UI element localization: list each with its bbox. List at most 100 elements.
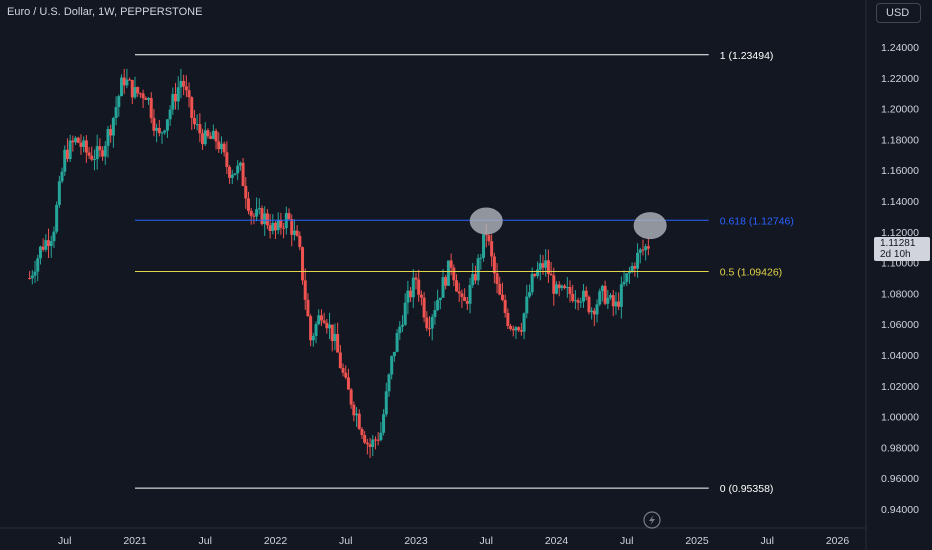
candle-body [279, 219, 283, 228]
candle-body [214, 130, 218, 142]
candle-body [49, 241, 53, 247]
candle-body [133, 87, 137, 98]
candle-body [598, 291, 602, 305]
candle-body [55, 204, 59, 232]
candle-body [252, 215, 256, 217]
last-price-tag: 1.11281 2d 10h [874, 237, 930, 261]
candle-body [476, 258, 480, 281]
candle-body [155, 127, 159, 131]
candle-body [595, 304, 599, 315]
candle-body [230, 174, 234, 178]
fib-retracement[interactable]: 1 (1.23494) 0.618 (1.12746) 0.5 (1.09426) 0… [135, 50, 794, 495]
candle-body [71, 140, 75, 143]
candle-body [400, 324, 404, 327]
candle-body [109, 129, 113, 136]
fib-level-label: 0 (0.95358) [720, 483, 774, 495]
candle-body [98, 146, 102, 151]
candle-body [144, 98, 148, 100]
candle-body [238, 162, 242, 166]
candle-body [101, 150, 105, 157]
candle-body [582, 290, 586, 302]
candle-body [106, 129, 110, 146]
candle-body [522, 313, 526, 332]
price-tick-label: 1.16000 [881, 165, 919, 177]
candle-body [609, 295, 613, 298]
candle-body [627, 271, 631, 274]
candle-body [344, 372, 348, 378]
candle-body [74, 137, 78, 143]
candle-body [382, 414, 386, 433]
candle-body [519, 330, 523, 332]
candle-body [487, 235, 491, 242]
candle-body [433, 310, 437, 318]
candle-body [371, 439, 375, 447]
bar-countdown: 2d 10h [880, 249, 911, 260]
candle-body [568, 287, 572, 294]
candle-body [130, 79, 134, 98]
candle-body [90, 155, 94, 160]
candle-body [41, 246, 45, 250]
candle-body [217, 141, 221, 150]
candle-body [201, 133, 205, 145]
candle-body [446, 260, 450, 286]
candle-body [84, 140, 88, 153]
candle-body [198, 124, 202, 134]
candle-body [468, 285, 472, 304]
candle-body [76, 137, 80, 143]
candle-body [274, 222, 277, 231]
candle-body [417, 279, 421, 295]
candle-body [387, 374, 391, 392]
price-tick-label: 1.00000 [881, 412, 919, 424]
candle-body [303, 280, 307, 300]
candle-body [271, 222, 275, 231]
lightning-icon[interactable] [643, 511, 661, 529]
candle-body [141, 93, 145, 99]
candle-body [209, 136, 213, 139]
candle-body [571, 293, 575, 301]
candle-body [176, 87, 180, 102]
candle-body [606, 297, 610, 304]
candle-body [360, 428, 364, 436]
candle-body [625, 273, 629, 282]
candle-body [282, 227, 286, 229]
candle-body [638, 249, 642, 253]
candle-body [179, 80, 183, 88]
candle-body [492, 256, 496, 274]
candle-body [600, 285, 604, 292]
candle-body [349, 389, 353, 405]
candle-body [641, 249, 645, 251]
candle-body [152, 118, 156, 131]
candle-body [298, 235, 302, 248]
candle-body [38, 246, 42, 259]
candle-body [495, 273, 499, 285]
candle-body [168, 109, 172, 120]
candle-body [498, 284, 502, 295]
candle-body [527, 292, 531, 297]
currency-button[interactable]: USD [876, 3, 921, 23]
candle-body [463, 296, 467, 301]
candle-body [187, 90, 191, 98]
candle-body [419, 294, 423, 298]
candle-body [82, 140, 86, 147]
candle-body [136, 87, 140, 94]
candle-body [160, 132, 164, 134]
time-tick-label: 2026 [826, 535, 850, 547]
time-tick-label: 2022 [264, 535, 288, 547]
price-tick-label: 1.22000 [881, 73, 919, 85]
candle-body [390, 356, 394, 375]
candle-body [184, 86, 188, 91]
candle-body [611, 295, 615, 307]
candle-body [33, 271, 37, 276]
candle-body [452, 267, 456, 281]
candle-body [538, 263, 542, 270]
candle-body [563, 285, 567, 288]
fib-level-label: 0.618 (1.12746) [720, 215, 794, 227]
price-tick-label: 1.06000 [881, 319, 919, 331]
candle-body [114, 107, 118, 118]
candle-body [322, 320, 326, 323]
candle-body [479, 257, 483, 259]
time-axis[interactable]: Jul 2021 Jul 2022 Jul 2023 Jul 2024 Jul 2025 Jul 20… [58, 535, 849, 547]
candle-body [444, 277, 448, 286]
candle-body [163, 130, 167, 133]
